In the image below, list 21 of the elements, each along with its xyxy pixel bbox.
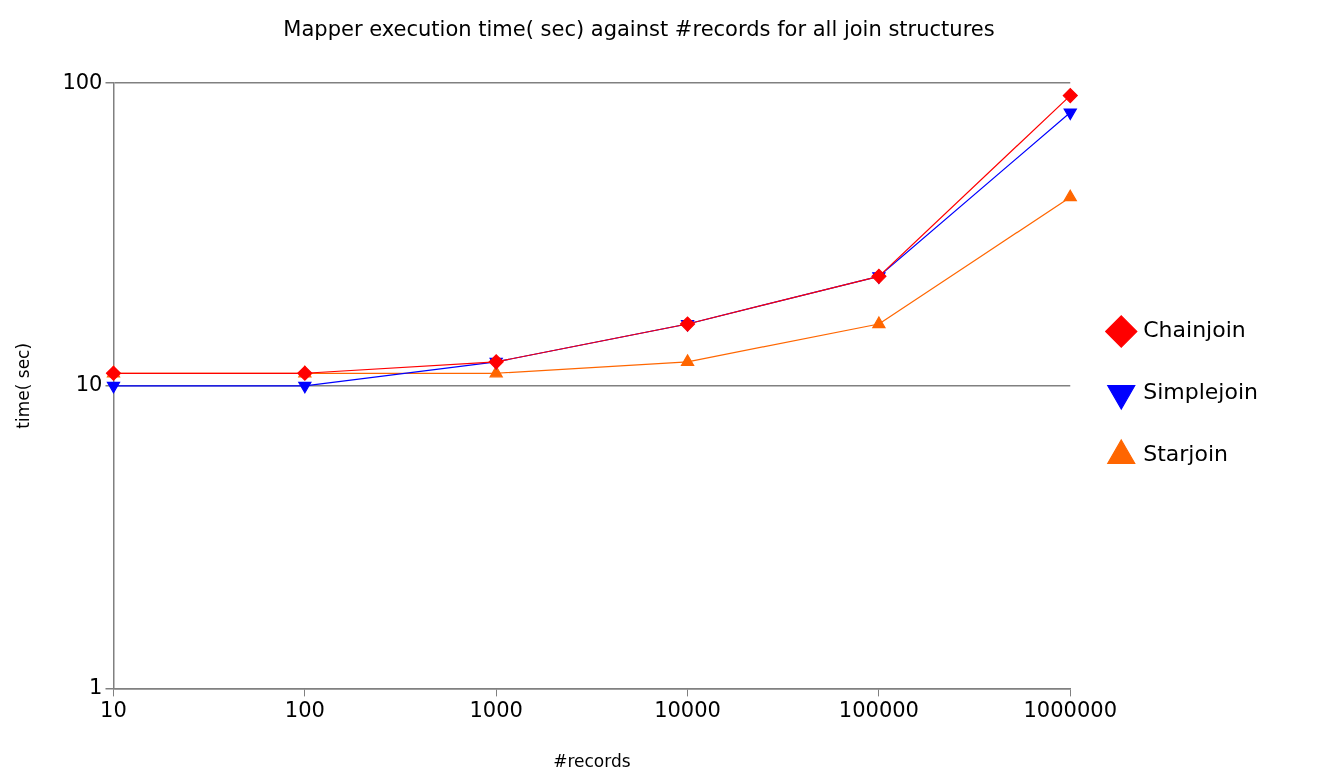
y-tick-label: 10 xyxy=(75,372,103,397)
x-tick-label: 10000 xyxy=(654,698,721,723)
x-tick-label: 100000 xyxy=(838,698,919,723)
point xyxy=(680,354,695,366)
point xyxy=(872,316,886,329)
x-tick-label: 1000 xyxy=(469,698,523,723)
x-tick-label: 100 xyxy=(284,698,325,723)
x-tick-label: 10 xyxy=(100,698,127,723)
point xyxy=(871,268,887,284)
x-axis-title: #records xyxy=(553,751,631,772)
legend-label: Starjoin xyxy=(1143,441,1228,467)
legend-label: Simplejoin xyxy=(1143,379,1258,405)
point xyxy=(298,381,312,394)
y-tick-label: 1 xyxy=(89,674,103,699)
y-tick-label: 100 xyxy=(62,69,103,94)
point xyxy=(1063,189,1077,202)
chart-title: Mapper execution time( sec) against #records for all join structures xyxy=(283,17,995,42)
x-tick-label: 1000000 xyxy=(1023,698,1118,723)
legend-label: Chainjoin xyxy=(1143,317,1246,343)
y-axis-title: time( sec) xyxy=(12,342,33,429)
point xyxy=(1062,87,1078,104)
